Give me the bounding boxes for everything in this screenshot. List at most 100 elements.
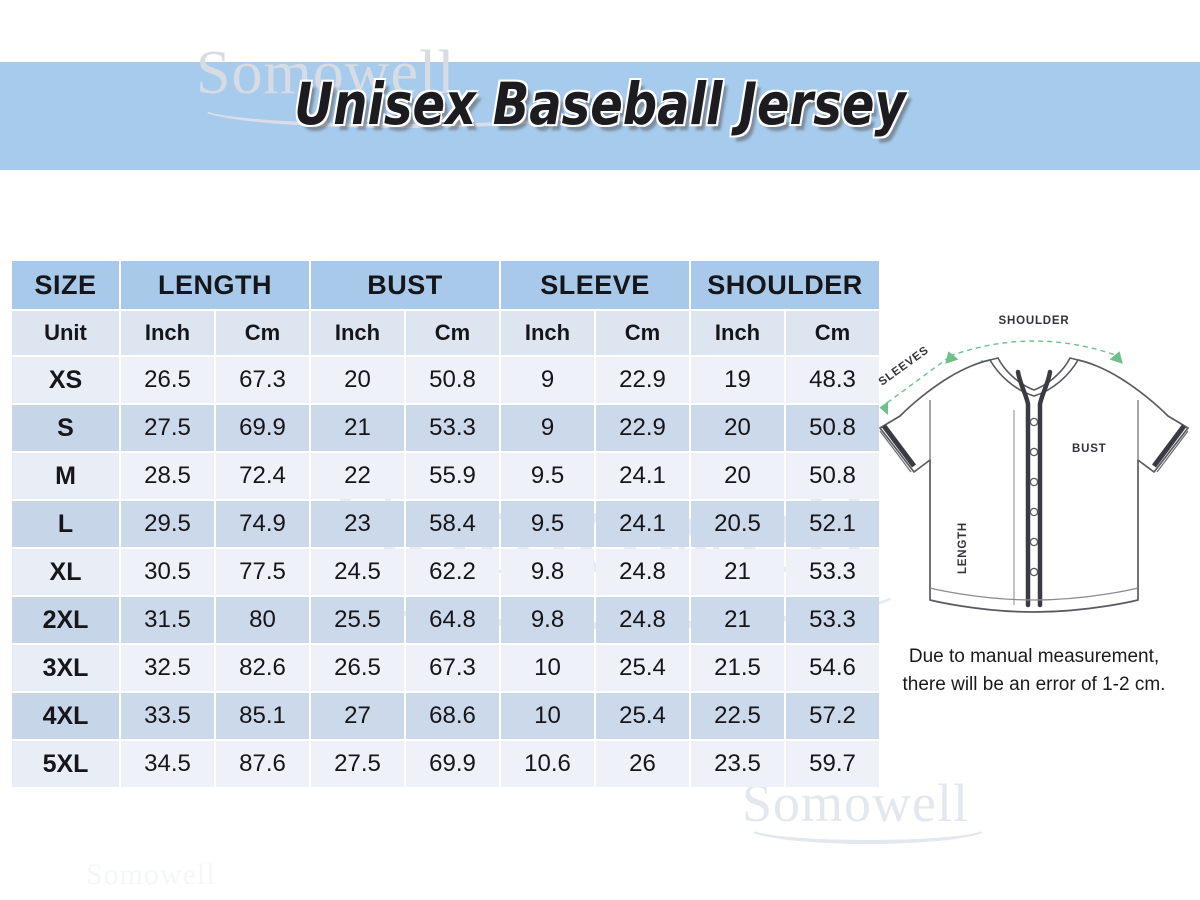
cell-bust-cm: 55.9	[406, 453, 499, 499]
cell-length-in: 28.5	[121, 453, 214, 499]
cell-sleeve-in: 9	[501, 405, 594, 451]
cell-length-in: 29.5	[121, 501, 214, 547]
cell-length-cm: 77.5	[216, 549, 309, 595]
cell-shoulder-in: 21.5	[691, 645, 785, 691]
jersey-placket	[1015, 369, 1053, 608]
jersey-buttons	[1029, 417, 1039, 577]
cell-length-cm: 69.9	[216, 405, 309, 451]
cell-bust-cm: 64.8	[406, 597, 499, 643]
cell-sleeve-cm: 24.1	[596, 453, 690, 499]
label-bust: BUST	[1072, 443, 1107, 455]
table-unit-row: Unit Inch Cm Inch Cm Inch Cm Inch Cm	[12, 311, 880, 355]
jersey-sleeve-cuffs	[882, 424, 1186, 468]
col-group-shoulder: SHOULDER	[691, 261, 880, 309]
cell-bust-in: 22	[311, 453, 404, 499]
cell-length-cm: 82.6	[216, 645, 309, 691]
cell-shoulder-cm: 52.1	[786, 501, 880, 547]
cell-sleeve-cm: 24.8	[596, 549, 690, 595]
cell-length-in: 34.5	[121, 741, 214, 787]
cell-sleeve-in: 9.8	[501, 549, 594, 595]
unit-length-inch: Inch	[121, 311, 214, 355]
cell-bust-cm: 58.4	[406, 501, 499, 547]
cell-shoulder-cm: 50.8	[786, 405, 880, 451]
cell-shoulder-in: 19	[691, 357, 785, 403]
table-row: 5XL 34.5 87.6 27.5 69.9 10.6 26 23.5 59.7	[12, 741, 880, 787]
cell-length-cm: 80	[216, 597, 309, 643]
cell-size: 5XL	[12, 741, 119, 787]
unit-length-cm: Cm	[216, 311, 309, 355]
cell-sleeve-in: 10	[501, 693, 594, 739]
cell-length-cm: 72.4	[216, 453, 309, 499]
cell-sleeve-cm: 25.4	[596, 693, 690, 739]
table-row: M 28.5 72.4 22 55.9 9.5 24.1 20 50.8	[12, 453, 880, 499]
disclaimer-line-2: there will be an error of 1-2 cm.	[902, 673, 1166, 695]
cell-size: 4XL	[12, 693, 119, 739]
cell-sleeve-cm: 24.8	[596, 597, 690, 643]
table-row: S 27.5 69.9 21 53.3 9 22.9 20 50.8	[12, 405, 880, 451]
cell-size: L	[12, 501, 119, 547]
unit-shoulder-cm: Cm	[786, 311, 880, 355]
cell-sleeve-in: 10.6	[501, 741, 594, 787]
cell-size: 3XL	[12, 645, 119, 691]
cell-bust-cm: 50.8	[406, 357, 499, 403]
size-chart-table-container: SIZE LENGTH BUST SLEEVE SHOULDER Unit In…	[10, 259, 880, 789]
jersey-hem	[929, 587, 1139, 601]
label-length: LENGTH	[957, 522, 969, 574]
cell-bust-cm: 68.6	[406, 693, 499, 739]
cell-length-in: 33.5	[121, 693, 214, 739]
unit-bust-inch: Inch	[311, 311, 404, 355]
cell-length-in: 27.5	[121, 405, 214, 451]
unit-bust-cm: Cm	[406, 311, 499, 355]
col-group-sleeve: SLEEVE	[501, 261, 690, 309]
cell-length-cm: 74.9	[216, 501, 309, 547]
unit-sleeve-inch: Inch	[501, 311, 594, 355]
watermark-corner: Somowell	[86, 858, 216, 891]
measurement-disclaimer: Due to manual measurement, there will be…	[872, 643, 1196, 698]
cell-length-cm: 67.3	[216, 357, 309, 403]
cell-sleeve-in: 9	[501, 357, 594, 403]
cell-size: M	[12, 453, 119, 499]
cell-shoulder-in: 23.5	[691, 741, 785, 787]
label-shoulder: SHOULDER	[999, 315, 1070, 327]
cell-shoulder-cm: 48.3	[786, 357, 880, 403]
jersey-sleeve-cuff-edges	[879, 400, 1189, 473]
page-title: Unisex Baseball Jersey	[294, 70, 906, 138]
jersey-collar	[988, 357, 1080, 397]
cell-shoulder-in: 20	[691, 405, 785, 451]
cell-bust-cm: 62.2	[406, 549, 499, 595]
cell-sleeve-in: 10	[501, 645, 594, 691]
cell-bust-in: 26.5	[311, 645, 404, 691]
title-banner	[0, 62, 1200, 170]
unit-shoulder-inch: Inch	[691, 311, 785, 355]
cell-bust-cm: 69.9	[406, 741, 499, 787]
label-sleeves: SLEEVES	[877, 344, 932, 388]
cell-sleeve-cm: 24.1	[596, 501, 690, 547]
cell-bust-in: 24.5	[311, 549, 404, 595]
cell-length-cm: 85.1	[216, 693, 309, 739]
col-group-length: LENGTH	[121, 261, 309, 309]
table-group-header-row: SIZE LENGTH BUST SLEEVE SHOULDER	[12, 261, 880, 309]
cell-bust-in: 21	[311, 405, 404, 451]
cell-shoulder-cm: 54.6	[786, 645, 880, 691]
cell-sleeve-cm: 26	[596, 741, 690, 787]
cell-sleeve-cm: 22.9	[596, 405, 690, 451]
cell-bust-in: 27	[311, 693, 404, 739]
cell-shoulder-cm: 53.3	[786, 549, 880, 595]
col-group-bust: BUST	[311, 261, 499, 309]
cell-shoulder-in: 22.5	[691, 693, 785, 739]
cell-bust-cm: 67.3	[406, 645, 499, 691]
table-row: XL 30.5 77.5 24.5 62.2 9.8 24.8 21 53.3	[12, 549, 880, 595]
cell-length-in: 26.5	[121, 357, 214, 403]
unit-sleeve-cm: Cm	[596, 311, 690, 355]
cell-sleeve-in: 9.8	[501, 597, 594, 643]
watermark-bottom-swoosh	[748, 812, 988, 844]
unit-label: Unit	[12, 311, 119, 355]
cell-shoulder-cm: 50.8	[786, 453, 880, 499]
table-row: L 29.5 74.9 23 58.4 9.5 24.1 20.5 52.1	[12, 501, 880, 547]
jersey-diagram: SHOULDER SLEEVES BUST LENGTH	[868, 300, 1200, 645]
disclaimer-line-1: Due to manual measurement,	[908, 646, 1160, 667]
cell-shoulder-cm: 59.7	[786, 741, 880, 787]
cell-length-in: 31.5	[121, 597, 214, 643]
cell-length-in: 32.5	[121, 645, 214, 691]
cell-length-in: 30.5	[121, 549, 214, 595]
